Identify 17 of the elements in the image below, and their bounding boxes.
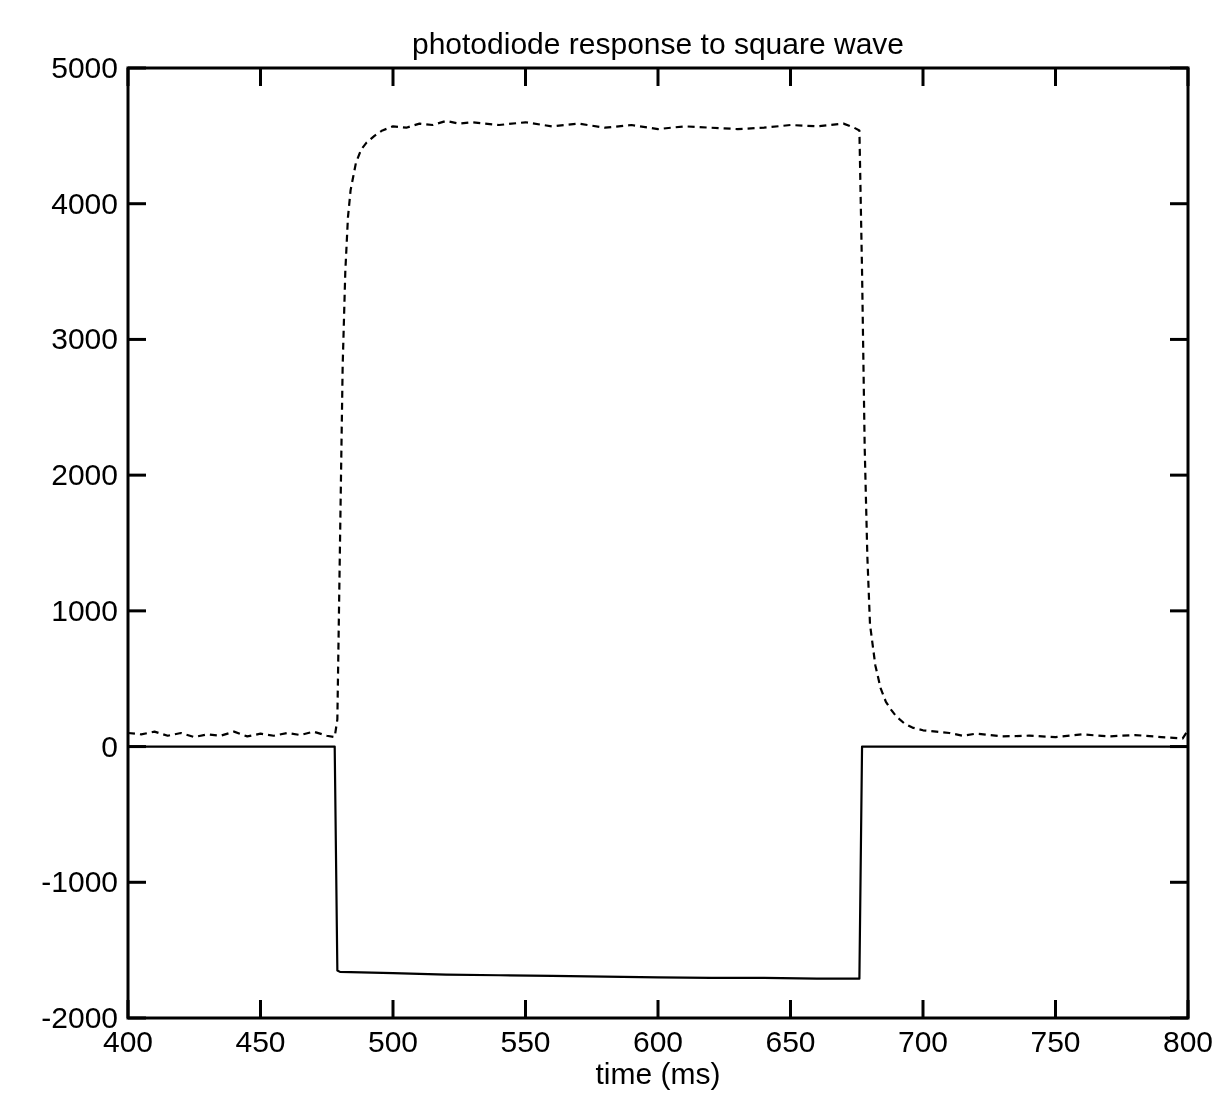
chart-title: photodiode response to square wave xyxy=(411,27,905,60)
y-tick-label: 2000 xyxy=(51,458,118,492)
x-tick-label: 800 xyxy=(1162,1025,1214,1058)
x-tick-label: 450 xyxy=(235,1025,286,1058)
x-tick-label: 600 xyxy=(632,1025,684,1058)
y-tick-label: 0 xyxy=(101,729,118,763)
y-tick-label: -1000 xyxy=(41,865,118,899)
x-tick-label: 550 xyxy=(500,1025,551,1058)
x-tick-label: 650 xyxy=(765,1025,816,1058)
y-tick-label: 1000 xyxy=(51,593,118,627)
x-tick-label: 700 xyxy=(897,1025,949,1058)
y-tick-label: 4000 xyxy=(51,186,118,220)
x-axis-title: time (ms) xyxy=(595,1057,721,1090)
x-tick-label: 750 xyxy=(1030,1025,1081,1058)
y-tick-label: 5000 xyxy=(51,51,118,84)
x-tick-label: 500 xyxy=(367,1025,419,1058)
y-tick-label: 3000 xyxy=(51,322,118,356)
